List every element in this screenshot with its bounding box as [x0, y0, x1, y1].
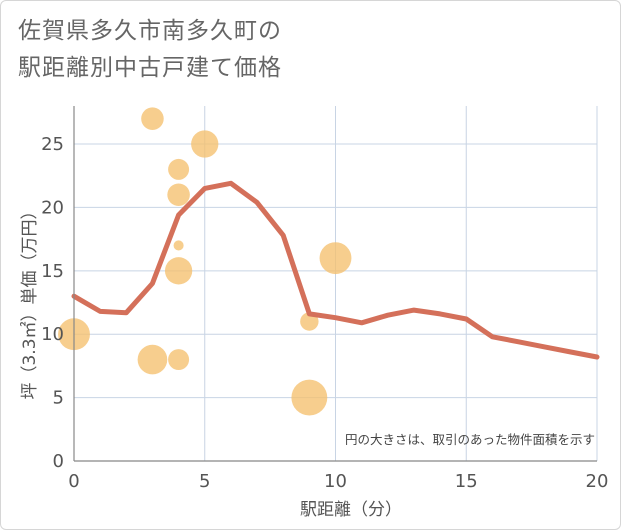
- y-tick-label-0: 0: [53, 451, 64, 472]
- bubble-point-3: [168, 158, 190, 180]
- bubble-point-8: [191, 130, 219, 158]
- bubble-size-note: 円の大きさは、取引のあった物件面積を示す: [345, 432, 595, 447]
- x-tick-label-20: 20: [586, 471, 609, 492]
- y-tick-label-10: 10: [41, 324, 64, 345]
- y-axis-title: 坪（3.3㎡）単価（万円）: [20, 202, 40, 399]
- bubble-point-7: [168, 349, 190, 371]
- trend-line-series: [71, 180, 600, 360]
- trend-line: [71, 180, 600, 360]
- x-tick-label-10: 10: [324, 471, 347, 492]
- bubble-point-4: [167, 183, 190, 207]
- bubble-point-2: [137, 344, 168, 375]
- bubble-point-1: [141, 107, 164, 130]
- y-tick-label-15: 15: [41, 261, 64, 282]
- bubble-point-5: [173, 240, 184, 251]
- bubble-point-6: [164, 257, 193, 285]
- bubble-series: [58, 107, 352, 416]
- chart-title-line-2: 駅距離別中古戸建て価格: [18, 55, 282, 81]
- x-axis-title: 駅距離（分）: [300, 500, 402, 520]
- axes: [73, 106, 597, 462]
- bubble-point-10: [291, 379, 328, 416]
- x-tick-label-5: 5: [199, 471, 210, 492]
- x-tick-label-15: 15: [455, 471, 478, 492]
- x-tick-label-0: 0: [68, 471, 79, 492]
- bubble-point-11: [319, 242, 352, 275]
- chart-title-line-1: 佐賀県多久市南多久町の: [18, 18, 282, 44]
- y-tick-label-5: 5: [53, 388, 64, 409]
- y-tick-label-25: 25: [41, 134, 64, 155]
- y-tick-label-20: 20: [41, 197, 64, 218]
- tick-labels: 0 5 10 15 20 0 5 10 15 20 25: [41, 134, 608, 492]
- chart-title: 佐賀県多久市南多久町の 駅距離別中古戸建て価格: [18, 13, 282, 87]
